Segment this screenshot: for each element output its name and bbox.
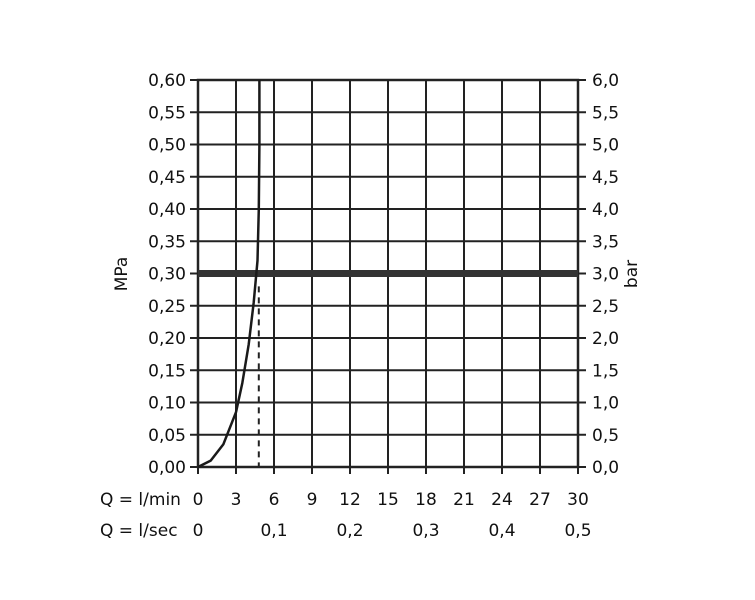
x-tick-label-lmin: 30 (567, 490, 589, 510)
left-tick-label: 0,00 (148, 458, 186, 478)
x-tick-label-lmin: 27 (529, 490, 551, 510)
x-tick-label-lmin: 18 (415, 490, 437, 510)
x-tick-label-lsec: 0,2 (336, 521, 363, 541)
right-tick-label: 0,0 (592, 458, 619, 478)
left-tick-label: 0,45 (148, 168, 186, 188)
left-tick-label: 0,30 (148, 265, 186, 285)
right-tick-label: 1,0 (592, 394, 619, 414)
left-tick-label: 0,55 (148, 103, 186, 123)
x-tick-label-lmin: 12 (339, 490, 361, 510)
right-tick-label: 3,5 (592, 232, 619, 252)
right-tick-label: 6,0 (592, 71, 619, 91)
right-tick-label: 5,0 (592, 136, 619, 156)
right-tick-label: 0,5 (592, 426, 619, 446)
series-layer (197, 80, 578, 469)
right-tick-label: 3,0 (592, 265, 619, 285)
right-tick-label: 2,5 (592, 297, 619, 317)
left-tick-label: 0,60 (148, 71, 186, 91)
left-tick-label: 0,15 (148, 361, 186, 381)
left-tick-label: 0,10 (148, 394, 186, 414)
x-tick-label-lmin: 3 (231, 490, 242, 510)
right-tick-label: 4,5 (592, 168, 619, 188)
axis-labels: 0,000,050,100,150,200,250,300,350,400,45… (148, 71, 619, 541)
x-axis-lsec-title: Q = l/sec (100, 521, 178, 541)
x-tick-label-lmin: 24 (491, 490, 513, 510)
x-axis-lmin-title: Q = l/min (100, 490, 181, 510)
right-tick-label: 4,0 (592, 200, 619, 220)
right-tick-label: 1,5 (592, 361, 619, 381)
left-tick-label: 0,20 (148, 329, 186, 349)
x-tick-label-lmin: 9 (307, 490, 318, 510)
left-tick-label: 0,50 (148, 136, 186, 156)
x-tick-label-lmin: 6 (269, 490, 280, 510)
x-tick-label-lmin: 15 (377, 490, 399, 510)
left-tick-label: 0,40 (148, 200, 186, 220)
x-tick-label-lsec: 0,5 (564, 521, 591, 541)
x-tick-label-lsec: 0,1 (260, 521, 287, 541)
x-tick-label-lsec: 0,3 (412, 521, 439, 541)
right-tick-label: 5,5 (592, 103, 619, 123)
x-tick-label-lsec: 0 (193, 521, 204, 541)
left-tick-label: 0,25 (148, 297, 186, 317)
x-tick-label-lsec: 0,4 (488, 521, 515, 541)
left-axis-title: MPa (112, 257, 132, 292)
left-tick-label: 0,35 (148, 232, 186, 252)
right-tick-label: 2,0 (592, 329, 619, 349)
left-tick-label: 0,05 (148, 426, 186, 446)
x-tick-label-lmin: 21 (453, 490, 475, 510)
flow-curve (197, 80, 261, 469)
right-axis-title: bar (622, 260, 642, 288)
x-tick-label-lmin: 0 (193, 490, 204, 510)
